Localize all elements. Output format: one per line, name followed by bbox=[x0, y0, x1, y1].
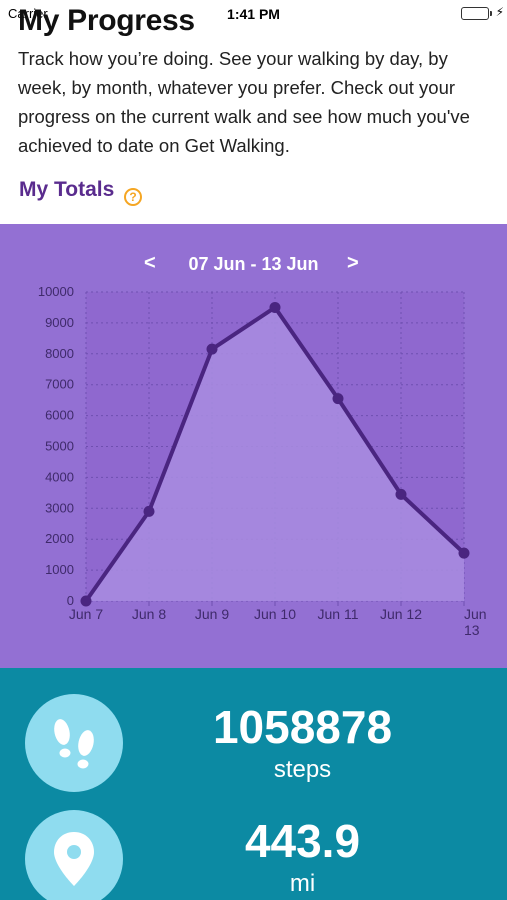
intro-text: Track how you’re doing. See your walking… bbox=[18, 48, 470, 156]
x-tick-label: Jun 10 bbox=[254, 606, 296, 622]
x-tick-label: Jun 13 bbox=[464, 606, 487, 638]
date-range-label: 07 Jun - 13 Jun bbox=[188, 254, 319, 274]
data-point bbox=[206, 343, 218, 355]
x-tick-label: Jun 12 bbox=[380, 606, 422, 622]
weekly-chart-panel: 0 1000 2000 3000 4000 5000 6000 7000 8000 9000 100… bbox=[0, 224, 507, 668]
status-bar: Carrier 1:41 PM ⚡ bbox=[0, 0, 507, 28]
page-title: My Progress bbox=[18, 4, 195, 37]
x-tick-label: Jun 9 bbox=[195, 606, 229, 622]
data-point bbox=[458, 547, 470, 559]
y-tick-label: 9000 bbox=[45, 315, 74, 330]
x-tick-label: Jun 8 bbox=[132, 606, 166, 622]
x-tick-label: Jun 11 bbox=[318, 606, 359, 622]
next-week-button[interactable]: > bbox=[347, 252, 359, 274]
y-tick-label: 7000 bbox=[45, 377, 74, 392]
carrier-label: Carrier bbox=[8, 6, 48, 21]
previous-week-button[interactable]: < bbox=[144, 252, 156, 274]
steps-chart: 0 1000 2000 3000 4000 5000 6000 7000 8000 9000 100… bbox=[38, 284, 487, 638]
distance-unit-label: mi bbox=[289, 870, 316, 897]
steps-total-value: 1058878 bbox=[212, 701, 393, 753]
y-tick-label: 1000 bbox=[45, 562, 74, 577]
footsteps-icon bbox=[54, 719, 94, 769]
data-point bbox=[143, 505, 155, 517]
y-tick-label: 0 bbox=[67, 593, 74, 608]
y-tick-label: 5000 bbox=[45, 439, 74, 454]
date-range-nav: < 07 Jun - 13 Jun > bbox=[0, 252, 507, 276]
y-tick-label: 6000 bbox=[45, 408, 74, 423]
battery-cap bbox=[490, 11, 492, 16]
steps-unit-label: steps bbox=[273, 756, 332, 783]
map-pin-icon-circle bbox=[25, 810, 123, 900]
data-point bbox=[395, 488, 407, 500]
my-totals-heading: My Totals bbox=[19, 178, 115, 201]
charging-bolt-icon: ⚡ bbox=[495, 5, 504, 19]
totals-stats-panel: 1058878 steps 443.9 mi bbox=[0, 668, 507, 900]
y-tick-label: 10000 bbox=[38, 284, 74, 299]
battery-icon bbox=[461, 7, 489, 20]
question-circle-icon[interactable]: ? bbox=[124, 188, 142, 206]
data-point bbox=[269, 301, 281, 313]
data-point bbox=[80, 595, 92, 607]
data-point bbox=[332, 393, 344, 405]
distance-total-value: 443.9 bbox=[244, 815, 361, 867]
y-tick-label: 8000 bbox=[45, 346, 74, 361]
clock: 1:41 PM bbox=[227, 6, 280, 22]
map-pin-icon bbox=[54, 832, 94, 886]
y-tick-label: 2000 bbox=[45, 531, 74, 546]
y-tick-label: 4000 bbox=[45, 469, 74, 484]
x-tick-label: Jun 7 bbox=[69, 606, 103, 622]
y-tick-label: 3000 bbox=[45, 500, 74, 515]
footsteps-icon-circle bbox=[25, 694, 123, 792]
series-area bbox=[86, 307, 464, 601]
